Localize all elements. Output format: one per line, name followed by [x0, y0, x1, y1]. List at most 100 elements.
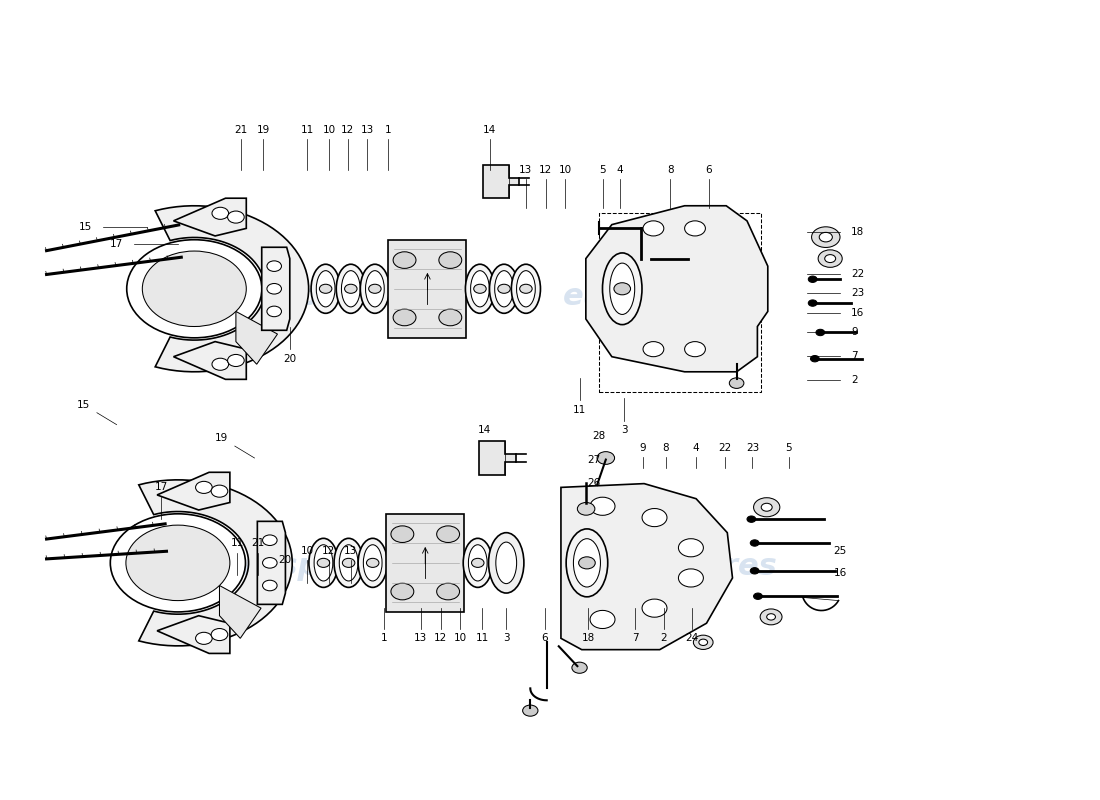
Text: 18: 18	[582, 634, 595, 643]
Circle shape	[578, 502, 595, 515]
Text: 10: 10	[300, 546, 313, 556]
Circle shape	[597, 452, 615, 464]
Text: 19: 19	[256, 125, 270, 135]
Ellipse shape	[490, 264, 518, 314]
Bar	[388, 240, 466, 338]
Circle shape	[498, 284, 510, 294]
Ellipse shape	[359, 538, 387, 587]
Polygon shape	[157, 472, 230, 510]
Circle shape	[142, 251, 246, 326]
Text: 16: 16	[851, 308, 865, 318]
Circle shape	[572, 662, 587, 674]
Polygon shape	[480, 442, 516, 474]
Circle shape	[747, 516, 756, 522]
Text: 13: 13	[519, 165, 532, 174]
Circle shape	[811, 355, 819, 362]
Circle shape	[590, 498, 615, 515]
Ellipse shape	[337, 264, 365, 314]
Circle shape	[754, 498, 780, 517]
Circle shape	[825, 254, 836, 262]
Text: 27: 27	[587, 454, 601, 465]
Text: 25: 25	[834, 546, 847, 556]
Text: 22: 22	[851, 270, 865, 279]
Text: 11: 11	[230, 538, 243, 548]
Circle shape	[729, 378, 744, 389]
Text: 2: 2	[851, 375, 858, 385]
Text: 10: 10	[559, 165, 572, 174]
Circle shape	[808, 276, 817, 282]
Circle shape	[761, 503, 772, 511]
Text: eurospares: eurospares	[202, 282, 395, 311]
Text: 20: 20	[278, 555, 292, 566]
Circle shape	[816, 330, 825, 336]
Text: 1: 1	[381, 634, 387, 643]
Circle shape	[437, 526, 460, 542]
Text: 14: 14	[483, 125, 496, 135]
Circle shape	[644, 221, 663, 236]
Ellipse shape	[317, 270, 336, 307]
Circle shape	[818, 250, 843, 267]
Text: 24: 24	[685, 634, 698, 643]
Text: 10: 10	[453, 634, 466, 643]
Ellipse shape	[469, 545, 487, 581]
Circle shape	[211, 629, 228, 641]
Circle shape	[439, 309, 462, 326]
Circle shape	[125, 525, 230, 601]
Ellipse shape	[496, 542, 517, 584]
Text: 17: 17	[155, 482, 168, 492]
Circle shape	[684, 221, 705, 236]
Text: 13: 13	[361, 125, 374, 135]
Ellipse shape	[495, 270, 514, 307]
Text: 3: 3	[503, 634, 509, 643]
Circle shape	[390, 583, 414, 600]
Bar	[600, 214, 761, 392]
Circle shape	[679, 569, 703, 587]
Text: 12: 12	[433, 634, 448, 643]
Circle shape	[196, 482, 212, 494]
Circle shape	[439, 252, 462, 269]
Text: 7: 7	[851, 351, 858, 362]
Text: 12: 12	[539, 165, 552, 174]
Circle shape	[750, 540, 759, 546]
Circle shape	[228, 354, 244, 366]
Ellipse shape	[309, 538, 338, 587]
Text: 6: 6	[541, 634, 548, 643]
Text: 16: 16	[834, 568, 847, 578]
Text: 8: 8	[667, 165, 673, 174]
Circle shape	[196, 632, 212, 644]
Text: 2: 2	[660, 634, 667, 643]
Circle shape	[698, 639, 707, 646]
Circle shape	[681, 254, 694, 263]
Circle shape	[393, 252, 416, 269]
Text: eurospares: eurospares	[563, 282, 756, 311]
Text: 20: 20	[283, 354, 296, 364]
Polygon shape	[174, 198, 246, 236]
Circle shape	[767, 614, 775, 620]
Polygon shape	[155, 206, 309, 372]
Circle shape	[263, 535, 277, 546]
Circle shape	[228, 211, 244, 223]
Text: 11: 11	[573, 405, 586, 414]
Text: 5: 5	[785, 442, 792, 453]
Circle shape	[522, 705, 538, 716]
Polygon shape	[561, 484, 733, 650]
Text: 22: 22	[718, 442, 732, 453]
Ellipse shape	[361, 264, 389, 314]
Circle shape	[267, 283, 282, 294]
Circle shape	[110, 514, 245, 612]
Ellipse shape	[339, 545, 358, 581]
Ellipse shape	[465, 264, 495, 314]
Circle shape	[679, 538, 703, 557]
Circle shape	[211, 485, 228, 498]
Text: 10: 10	[322, 125, 335, 135]
Text: 15: 15	[77, 400, 90, 410]
Circle shape	[579, 557, 595, 569]
Polygon shape	[586, 206, 768, 372]
Ellipse shape	[517, 270, 536, 307]
Circle shape	[684, 342, 705, 357]
Circle shape	[472, 558, 484, 567]
Polygon shape	[139, 480, 293, 646]
Polygon shape	[262, 247, 289, 330]
Text: 19: 19	[214, 433, 229, 443]
Text: 13: 13	[344, 546, 358, 556]
